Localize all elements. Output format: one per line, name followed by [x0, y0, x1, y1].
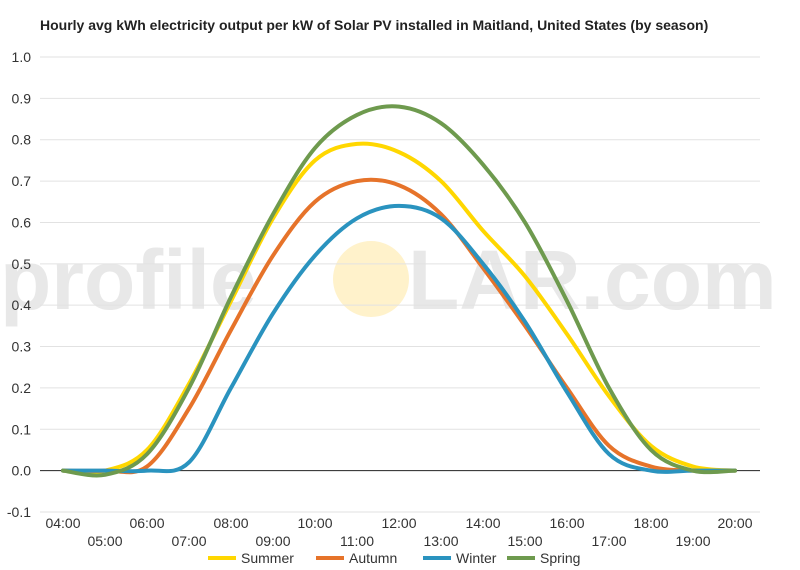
y-tick-label: 0.9 [12, 90, 32, 106]
legend-item-spring: Spring [507, 550, 580, 566]
watermark-text-right: LAR.com [408, 233, 777, 327]
x-tick-label: 11:00 [340, 533, 374, 549]
chart-title: Hourly avg kWh electricity output per kW… [40, 17, 709, 33]
legend: Summer Autumn Winter Spring [208, 550, 580, 566]
x-tick-label: 04:00 [45, 515, 80, 531]
series-line-winter [61, 203, 737, 474]
x-tick-label: 05:00 [87, 533, 122, 549]
x-tick-label: 13:00 [423, 533, 458, 549]
y-tick-label: -0.1 [7, 504, 31, 520]
y-tick-label: 1.0 [12, 49, 32, 65]
series-line-autumn [61, 177, 737, 475]
y-tick-label: 0.3 [12, 339, 32, 355]
x-tick-label: 06:00 [129, 515, 164, 531]
x-tick-label: 18:00 [633, 515, 668, 531]
legend-item-winter: Winter [423, 550, 497, 566]
x-tick-label: 15:00 [507, 533, 542, 549]
y-tick-label: 0.4 [12, 297, 32, 313]
x-tick-label: 17:00 [591, 533, 626, 549]
x-tick-label: 16:00 [549, 515, 584, 531]
x-axis-ticks: 04:00 05:00 06:00 07:00 08:00 09:00 10:00 11:00… [45, 515, 752, 549]
legend-item-summer: Summer [208, 550, 294, 566]
x-tick-label: 07:00 [171, 533, 206, 549]
y-tick-label: 0.8 [12, 132, 32, 148]
legend-label: Summer [241, 550, 294, 566]
y-tick-label: 0.5 [12, 256, 32, 272]
x-tick-label: 14:00 [465, 515, 500, 531]
series-line-spring [61, 104, 737, 478]
x-tick-label: 10:00 [297, 515, 332, 531]
watermark-text-left: profile [0, 233, 257, 327]
watermark: profile LAR.com [0, 233, 777, 327]
y-tick-label: 0.0 [12, 463, 32, 479]
series-lines [61, 104, 737, 478]
legend-item-autumn: Autumn [316, 550, 397, 566]
series-line-summer [61, 141, 737, 475]
x-tick-label: 19:00 [675, 533, 710, 549]
legend-label: Autumn [349, 550, 397, 566]
y-tick-label: 0.2 [12, 380, 32, 396]
x-tick-label: 12:00 [381, 515, 416, 531]
x-tick-label: 08:00 [213, 515, 248, 531]
legend-label: Winter [456, 550, 497, 566]
y-tick-label: 0.1 [12, 421, 32, 437]
x-tick-label: 20:00 [717, 515, 752, 531]
x-tick-label: 09:00 [255, 533, 290, 549]
y-tick-label: 0.7 [12, 173, 32, 189]
legend-label: Spring [540, 550, 580, 566]
watermark-sun-icon [333, 241, 409, 317]
y-axis-ticks: -0.1 0.0 0.1 0.2 0.3 0.4 0.5 0.6 0.7 0.8 0.9 1.0 [7, 49, 31, 520]
y-tick-label: 0.6 [12, 214, 32, 230]
